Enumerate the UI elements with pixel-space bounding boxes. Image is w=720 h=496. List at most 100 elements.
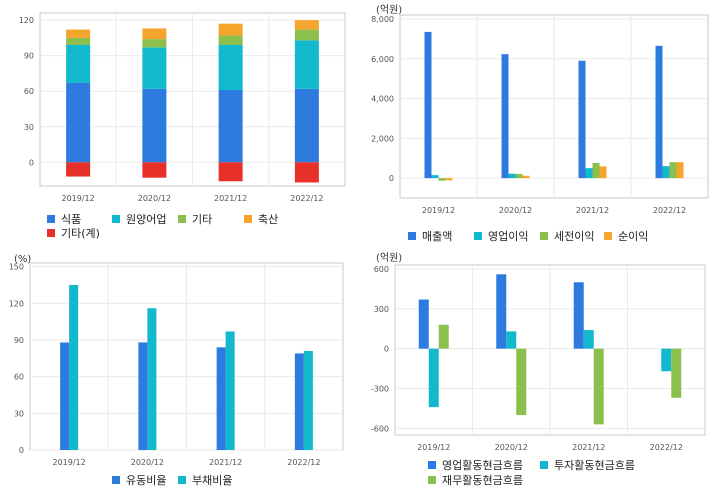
bar (142, 39, 167, 48)
legend-swatch (604, 232, 612, 240)
x-tick-label: 2019/12 (62, 194, 95, 203)
y-tick-label: 8,000 (371, 15, 394, 24)
x-tick-label: 2022/12 (290, 194, 323, 203)
legend-label: 축산 (258, 213, 278, 226)
bar (225, 331, 235, 450)
legend-label: 영업이익 (488, 230, 528, 243)
x-tick-label: 2021/12 (572, 443, 605, 452)
bar (294, 162, 319, 183)
legend-label: 순이익 (618, 230, 648, 243)
bar (599, 166, 607, 179)
legend-label: 기타(계) (61, 227, 100, 240)
legend-label: 부채비율 (192, 474, 232, 487)
legend-swatch (474, 232, 482, 240)
bar (294, 40, 319, 89)
bar (522, 175, 530, 179)
legend-swatch (540, 232, 548, 240)
bar (418, 299, 429, 349)
bar (142, 162, 167, 178)
x-tick-label: 2021/12 (576, 206, 609, 215)
y-tick-label: 300 (374, 305, 389, 314)
y-tick-label: -600 (371, 424, 389, 433)
bar (60, 342, 70, 450)
bar (142, 88, 167, 163)
ratio-chart: 0 30 60 90 120 150 2019/12 2020/12 2021/12 2022/1… (9, 254, 344, 487)
x-tick-label: 2020/12 (131, 458, 164, 467)
x-tick-label: 2020/12 (495, 443, 528, 452)
bar (66, 162, 91, 177)
bar (438, 324, 449, 349)
bar (585, 168, 593, 179)
bar (294, 88, 319, 163)
bar (593, 348, 604, 425)
x-tick-label: 2021/12 (214, 194, 247, 203)
legend-swatch (540, 461, 548, 469)
y-tick-label: 4,000 (371, 95, 394, 104)
bar (655, 45, 663, 179)
bar (218, 44, 243, 91)
legend-label: 원양어업 (126, 213, 166, 226)
legend-swatch (408, 232, 416, 240)
bar (438, 178, 446, 181)
x-tick-label: 2022/12 (287, 458, 320, 467)
bar (506, 331, 517, 349)
y-tick-label: 30 (24, 123, 34, 132)
legend-swatch (112, 476, 120, 484)
income-chart: 0 2,000 4,000 6,000 8,000 2019/12 2020/12 2021/… (371, 4, 709, 243)
y-tick-label: -300 (371, 385, 389, 394)
y-tick-label: 90 (14, 336, 24, 345)
legend-label: 세전이익 (554, 230, 594, 243)
bar (66, 29, 91, 38)
legend-swatch (47, 229, 55, 237)
bar (147, 308, 157, 450)
bar (218, 90, 243, 163)
x-tick-label: 2020/12 (138, 194, 171, 203)
y-tick-label: 0 (384, 345, 389, 354)
unit-label: (억원) (376, 252, 402, 264)
y-tick-label: 60 (14, 373, 24, 382)
bar (66, 37, 91, 45)
bar (431, 175, 439, 179)
y-tick-label: 60 (24, 87, 34, 96)
y-tick-label: 120 (9, 299, 24, 308)
x-tick-label: 2019/12 (53, 458, 86, 467)
legend-label: 매출액 (422, 230, 452, 243)
legend-swatch (47, 215, 55, 223)
bar (294, 20, 319, 30)
bar (218, 162, 243, 182)
bar (138, 342, 148, 450)
y-tick-label: 90 (24, 52, 34, 61)
bar (428, 348, 439, 408)
legend-swatch (178, 476, 186, 484)
y-tick-label: 0 (29, 158, 34, 167)
x-tick-label: 2019/12 (422, 206, 455, 215)
bar (66, 82, 91, 163)
legend-label: 식품 (61, 213, 81, 226)
legend-label: 유동비율 (126, 474, 166, 487)
bar (669, 162, 677, 179)
x-tick-label: 2022/12 (653, 206, 686, 215)
y-tick-label: 6,000 (371, 55, 394, 64)
bar (676, 162, 684, 179)
legend-swatch (428, 461, 436, 469)
legend-swatch (428, 476, 436, 484)
bar (592, 162, 600, 179)
bar (66, 44, 91, 83)
bar (501, 54, 509, 179)
legend-swatch (244, 215, 252, 223)
legend-label: 영업활동현금흐름 (442, 458, 523, 472)
y-tick-label: 30 (14, 409, 24, 418)
bar (578, 60, 586, 179)
legend-label: 기타 (192, 213, 212, 226)
y-tick-label: 2,000 (371, 134, 394, 143)
bar (445, 178, 453, 181)
unit-label: (억원) (376, 4, 402, 16)
x-tick-label: 2021/12 (209, 458, 242, 467)
y-tick-label: 0 (19, 446, 24, 455)
y-tick-label: 150 (9, 263, 24, 272)
bar (218, 35, 243, 45)
bar (142, 47, 167, 89)
cashflow-chart: -600 -300 0 300 600 2019/12 2020/12 2021/12 2022… (371, 252, 706, 487)
bar (142, 28, 167, 40)
